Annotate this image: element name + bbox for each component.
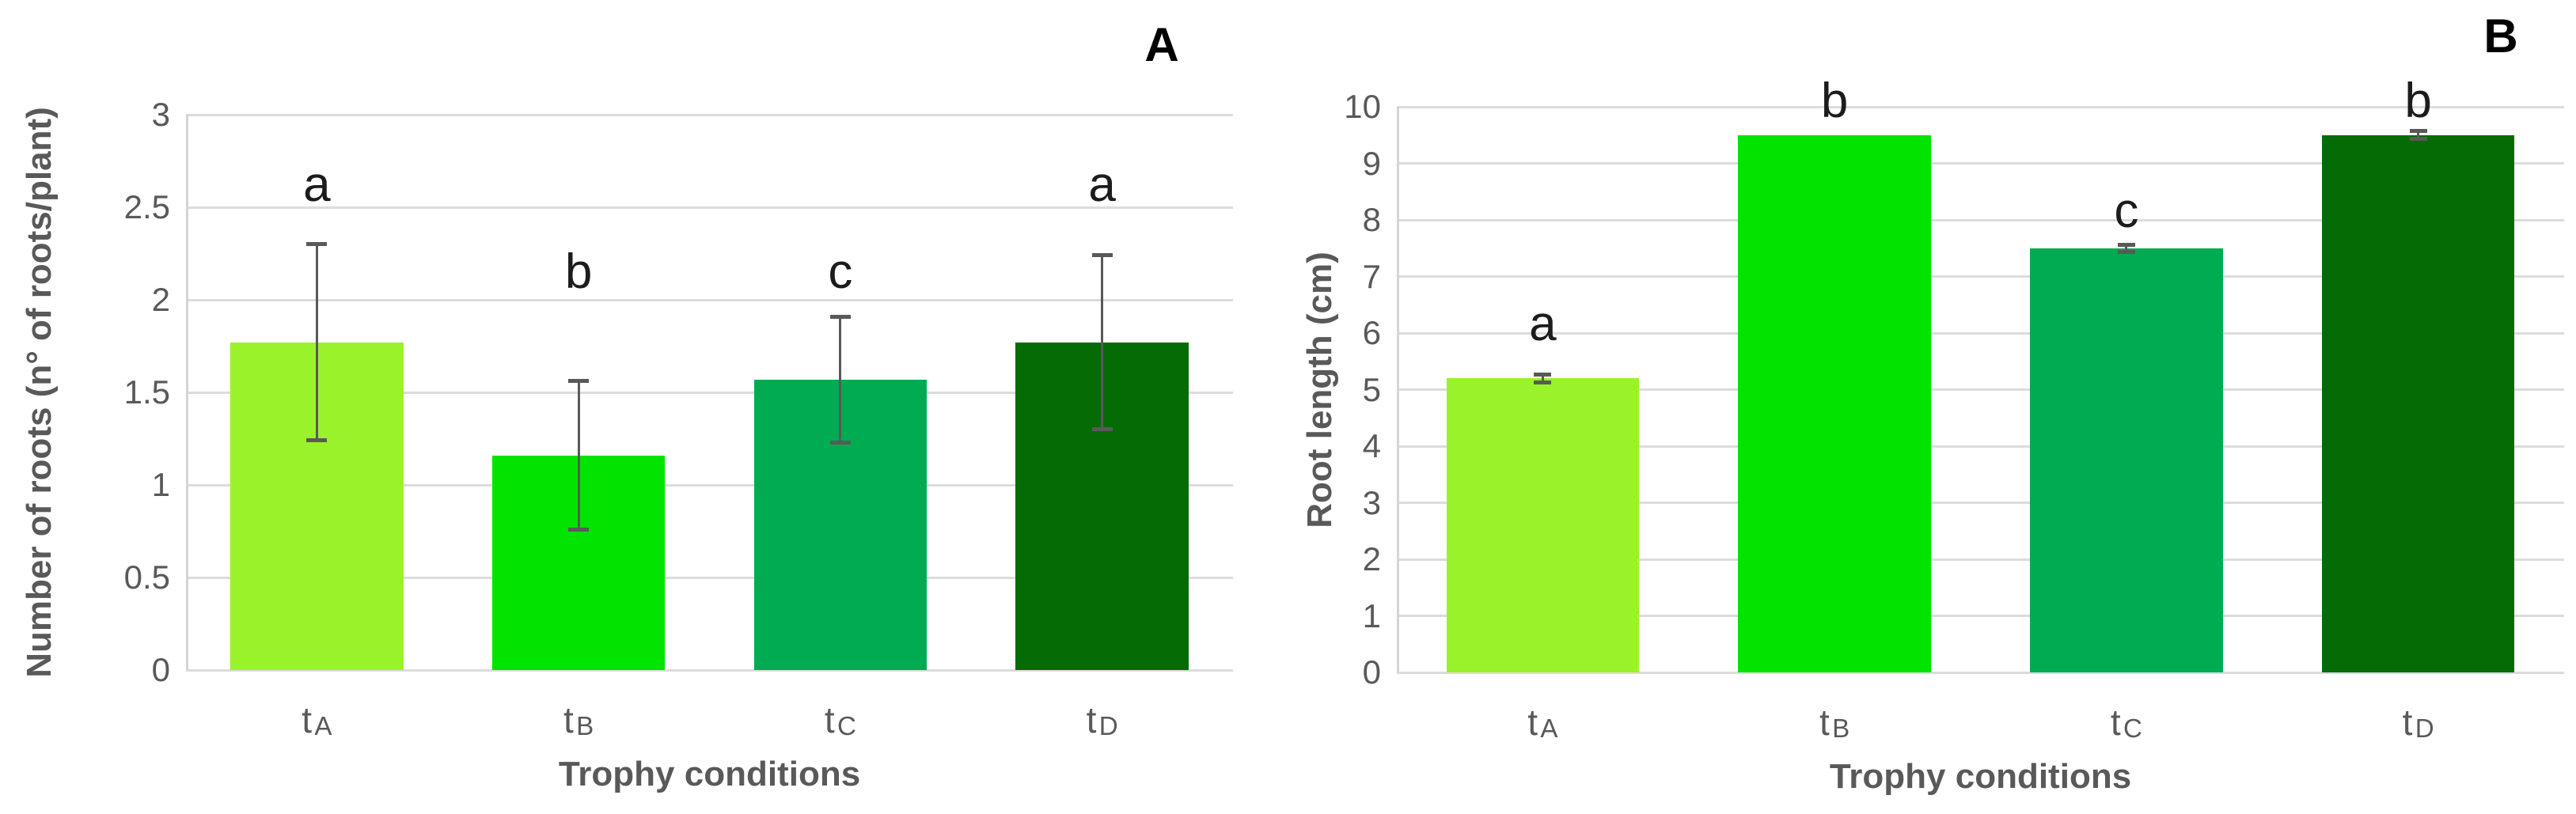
sig-letter: c (828, 244, 853, 299)
y-tick-label: 3 (1362, 483, 1381, 521)
x-tick-label: tD (1086, 699, 1118, 742)
gridline (1397, 615, 2564, 617)
x-tick-label: tA (302, 699, 332, 742)
gridline (1397, 105, 2564, 108)
error-bar (2125, 244, 2128, 252)
gridline (1397, 502, 2564, 504)
x-axis-title: Trophy conditions (1829, 757, 2132, 796)
gridline (1397, 445, 2564, 448)
gridline (1397, 331, 2564, 335)
panel-a: A Number of roots (n° of roots/plant) Tr… (20, 18, 1233, 793)
error-bar-cap (829, 440, 851, 445)
y-axis-line (186, 115, 188, 670)
y-tick-label: 1 (1362, 596, 1381, 634)
gridline (186, 113, 1233, 116)
gridline (1397, 671, 2564, 674)
plot-area: 0 0.5 1 1.5 2 2.5 3 a tA b tB c tC a tD (124, 98, 1233, 740)
y-tick-label: 0.5 (123, 558, 170, 596)
error-bar-cap (1534, 380, 1552, 384)
error-bar-cap (2117, 249, 2135, 254)
y-tick-label: 1 (151, 466, 170, 503)
plot-area: 0 1 2 3 4 5 6 7 8 9 10 a tA b tB c tC b tD (1344, 76, 2564, 742)
y-tick-label: 0 (1362, 653, 1381, 691)
bar-tD (2321, 134, 2515, 672)
gridline (186, 576, 1233, 579)
error-bar (1541, 374, 1544, 383)
error-bar-cap (2117, 242, 2135, 247)
y-tick-label: 10 (1344, 88, 1381, 125)
error-bar-cap (568, 527, 590, 532)
error-bar-cap (568, 379, 590, 384)
gridline (1397, 558, 2564, 561)
y-tick-label: 9 (1362, 144, 1381, 182)
bar-tB (1738, 134, 1931, 672)
y-axis-line (1397, 107, 1399, 672)
sig-letter: b (1820, 73, 1849, 128)
sig-letter: c (2114, 184, 2139, 239)
gridline (1397, 388, 2564, 391)
y-tick-label: 2 (151, 281, 170, 318)
x-tick-label: tB (1819, 702, 1850, 744)
gridline (1397, 218, 2564, 221)
x-axis-title: Trophy conditions (558, 755, 861, 793)
y-tick-label: 1.5 (123, 373, 170, 411)
x-tick-label: tA (1527, 702, 1558, 744)
gridline (1397, 275, 2564, 278)
y-tick-label: 2.5 (123, 188, 170, 225)
error-bar (839, 316, 842, 443)
x-tick-label: tD (2402, 702, 2434, 744)
y-tick-label: 4 (1362, 427, 1381, 464)
gridline (186, 298, 1233, 301)
error-bar-cap (2409, 137, 2427, 142)
gridline (186, 483, 1233, 487)
x-tick-label: tC (2110, 702, 2142, 744)
y-tick-label: 8 (1362, 201, 1381, 238)
error-bar-cap (1091, 253, 1113, 258)
y-tick-label: 0 (151, 651, 170, 688)
error-bar-cap (1534, 372, 1552, 377)
y-tick-label: 6 (1362, 314, 1381, 351)
x-tick-label: tB (563, 699, 594, 742)
gridline (186, 668, 1233, 672)
panel-label-a: A (1144, 18, 1179, 71)
error-bar-cap (306, 242, 328, 247)
sig-letter: a (1088, 157, 1116, 212)
gridline (186, 391, 1233, 394)
error-bar (577, 380, 580, 530)
sig-letter: b (564, 244, 593, 299)
y-tick-label: 5 (1362, 370, 1381, 408)
sig-letter: b (2404, 73, 2432, 128)
panel-label-b: B (2483, 9, 2518, 62)
error-bar-cap (829, 314, 851, 319)
bar-tA (1446, 378, 1640, 672)
error-bar (2417, 131, 2420, 139)
sig-letter: a (303, 157, 331, 212)
gridline (1397, 162, 2564, 165)
error-bar-cap (2409, 129, 2427, 134)
error-bar-cap (1091, 427, 1113, 432)
bar-tC (2030, 248, 2223, 672)
error-bar (1101, 255, 1104, 430)
error-bar (315, 244, 318, 441)
y-tick-label: 3 (151, 96, 170, 133)
sig-letter: a (1529, 297, 1557, 352)
y-tick-label: 7 (1362, 257, 1381, 295)
error-bar-cap (306, 438, 328, 443)
gridline (186, 206, 1233, 209)
x-tick-label: tC (824, 699, 856, 742)
y-tick-label: 2 (1362, 540, 1381, 577)
